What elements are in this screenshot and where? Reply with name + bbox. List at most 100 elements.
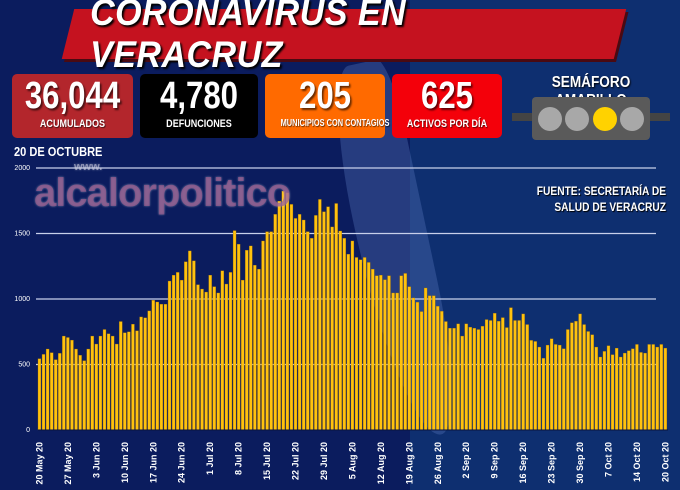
- x-tick-label: 20 May 20: [34, 442, 44, 485]
- y-tick-label: 0: [26, 427, 30, 434]
- bar: [444, 321, 448, 431]
- bar: [505, 327, 509, 431]
- bar: [651, 344, 655, 431]
- bar: [387, 275, 391, 431]
- x-tick-label: 24 Jun 20: [177, 442, 187, 483]
- bar: [285, 192, 290, 431]
- bar: [529, 340, 533, 431]
- bar: [615, 347, 619, 431]
- bar: [415, 302, 420, 431]
- bar: [45, 348, 50, 431]
- bar: [541, 358, 546, 431]
- bar: [379, 275, 383, 431]
- bar: [501, 317, 505, 431]
- bar: [525, 324, 529, 431]
- bar: [216, 292, 220, 431]
- bar: [70, 339, 74, 431]
- stat-activos: 625 ACTIVOS POR DÍA: [392, 74, 502, 138]
- bar: [342, 238, 346, 431]
- x-tick-label: 9 Sep 20: [490, 442, 500, 479]
- stat-value: 205: [299, 75, 351, 117]
- bar: [346, 254, 350, 431]
- bar: [147, 310, 151, 431]
- x-tick-label: 20 Oct 20: [660, 442, 670, 482]
- bar: [610, 354, 615, 431]
- bar: [232, 230, 237, 431]
- light-off: [565, 106, 590, 131]
- bar: [623, 352, 627, 431]
- bar: [432, 295, 436, 431]
- bar: [37, 358, 42, 431]
- x-tick-label: 12 Aug 20: [376, 442, 386, 484]
- bar: [566, 329, 570, 431]
- bar: [204, 291, 208, 431]
- source-note: FUENTE: SECRETARÍA DE SALUD DE VERACRUZ: [537, 183, 666, 215]
- bar: [436, 306, 440, 431]
- bar: [456, 323, 460, 431]
- stat-value: 625: [421, 75, 473, 117]
- bar: [98, 335, 103, 431]
- bar: [54, 359, 58, 431]
- bar: [171, 275, 176, 431]
- bar: [549, 338, 554, 431]
- bar: [472, 328, 476, 431]
- bar: [306, 231, 310, 431]
- bar: [619, 356, 623, 431]
- bar: [602, 351, 607, 431]
- bar: [586, 331, 590, 431]
- watermark-prefix: www.: [74, 161, 103, 173]
- bar: [350, 240, 355, 431]
- bar: [554, 344, 558, 431]
- bar: [212, 286, 216, 431]
- bar: [655, 346, 659, 431]
- y-tick-label: 1500: [14, 231, 30, 238]
- watermark-logo: www. alcalorpolitico: [34, 161, 291, 213]
- page-title: CORONAVIRUS EN VERACRUZ: [90, 0, 407, 75]
- y-tick-label: 500: [18, 362, 30, 369]
- bar: [82, 360, 86, 431]
- bar: [371, 268, 375, 431]
- bar: [428, 295, 432, 431]
- bar: [155, 301, 159, 431]
- bar-chart: 0 500 1000 1500 2000 20 May 20 27 May 20 3 Jun …: [14, 165, 670, 485]
- bar: [58, 353, 62, 431]
- bar: [200, 288, 204, 431]
- date-label: 20 DE OCTUBRE: [14, 144, 103, 159]
- bar: [440, 311, 444, 431]
- bar: [184, 261, 188, 431]
- bar: [241, 279, 245, 431]
- bar: [86, 348, 90, 431]
- bar: [318, 199, 322, 431]
- bar: [497, 321, 501, 431]
- bar: [476, 329, 481, 431]
- bar: [558, 344, 562, 431]
- bar: [460, 335, 464, 431]
- bar: [419, 311, 424, 431]
- bar: [338, 230, 342, 431]
- bar: [375, 275, 379, 431]
- bar: [639, 352, 643, 431]
- bar: [423, 287, 428, 431]
- bar: [293, 218, 298, 431]
- traffic-light-icon: [532, 97, 650, 140]
- bar: [509, 307, 513, 431]
- bar: [50, 352, 54, 431]
- light-off: [537, 106, 562, 131]
- bar: [322, 211, 326, 431]
- bar: [41, 354, 46, 431]
- bar: [480, 326, 485, 431]
- bar: [265, 231, 269, 431]
- source-line-2: SALUD DE VERACRUZ: [554, 200, 666, 214]
- bar: [228, 272, 233, 431]
- title-banner: CORONAVIRUS EN VERACRUZ: [61, 0, 627, 75]
- bar: [383, 279, 387, 431]
- bar: [493, 313, 497, 431]
- bar: [647, 344, 651, 431]
- bar: [245, 250, 249, 431]
- x-tick-label: 7 Oct 20: [603, 442, 613, 477]
- bar: [570, 322, 574, 431]
- bar: [367, 262, 371, 431]
- bar: [302, 219, 306, 431]
- bar: [464, 323, 468, 431]
- bar: [326, 206, 330, 431]
